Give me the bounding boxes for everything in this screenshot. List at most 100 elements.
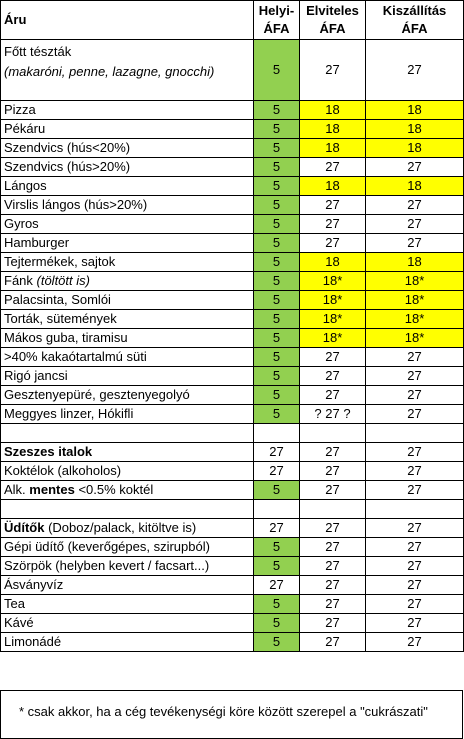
item-label: Szendvics (hús>20%) — [0, 157, 254, 177]
helyi-value: 5 — [253, 195, 300, 215]
kiszallitas-value: 27 — [365, 556, 464, 576]
item-label: Kávé — [0, 613, 254, 633]
helyi-value: 5 — [253, 385, 300, 405]
kiszallitas-value: 27 — [365, 613, 464, 633]
table-row: Fánk (töltött is) 5 18* 18* — [0, 271, 464, 291]
elvitel-value: 18 — [299, 252, 366, 272]
elvitel-value: 27 — [299, 613, 366, 633]
item-label: Fánk (töltött is) — [0, 271, 254, 291]
table-row: Virslis lángos (hús>20%) 5 27 27 — [0, 195, 464, 215]
item-label: Mákos guba, tiramisu — [0, 328, 254, 348]
header-elviteles: Elviteles ÁFA — [299, 0, 366, 40]
kiszallitas-value: 27 — [365, 233, 464, 253]
elvitel-value: ? 27 ? — [299, 404, 366, 424]
helyi-value: 5 — [253, 252, 300, 272]
elvitel-value: 27 — [299, 556, 366, 576]
elvitel-value: 27 — [299, 214, 366, 234]
item-label: >40% kakaótartalmú süti — [0, 347, 254, 367]
table-row: Kávé 5 27 27 — [0, 613, 464, 633]
empty-cell — [299, 499, 366, 519]
kiszallitas-value: 18* — [365, 290, 464, 310]
table-row: Alk. mentes <0.5% koktél 5 27 27 — [0, 480, 464, 500]
header-aru: Áru — [0, 0, 254, 40]
elvitel-value: 18* — [299, 271, 366, 291]
helyi-value: 5 — [253, 176, 300, 196]
elvitel-value: 27 — [299, 195, 366, 215]
elvitel-value: 18 — [299, 176, 366, 196]
elvitel-value: 27 — [299, 385, 366, 405]
empty-cell — [253, 423, 300, 443]
item-label: Alk. mentes <0.5% koktél — [0, 480, 254, 500]
elvitel-value: 18 — [299, 138, 366, 158]
empty-cell — [365, 423, 464, 443]
item-label: Tejtermékek, sajtok — [0, 252, 254, 272]
helyi-value: 5 — [253, 290, 300, 310]
elvitel-value: 18* — [299, 290, 366, 310]
item-label: Gesztenyepüré, gesztenyegolyó — [0, 385, 254, 405]
elvitel-value: 27 — [299, 347, 366, 367]
item-label: Ásványvíz — [0, 575, 254, 595]
kiszallitas-value: 18 — [365, 119, 464, 139]
helyi-value: 27 — [253, 461, 300, 481]
table-row: Tejtermékek, sajtok 5 18 18 — [0, 252, 464, 272]
elvitel-value: 18* — [299, 328, 366, 348]
item-label: Meggyes linzer, Hókifli — [0, 404, 254, 424]
kiszallitas-value: 27 — [365, 442, 464, 462]
table-row: Pizza 5 18 18 — [0, 100, 464, 120]
helyi-value: 5 — [253, 404, 300, 424]
kiszallitas-value: 27 — [365, 594, 464, 614]
blank-row — [0, 499, 464, 519]
elvitel-value: 27 — [299, 233, 366, 253]
kiszallitas-value: 27 — [365, 39, 464, 101]
table-row: Palacsinta, Somlói 5 18* 18* — [0, 290, 464, 310]
elvitel-value: 27 — [299, 461, 366, 481]
kiszallitas-value: 18 — [365, 138, 464, 158]
elvitel-value: 27 — [299, 594, 366, 614]
kiszallitas-value: 27 — [365, 347, 464, 367]
table-row: Szendvics (hús>20%) 5 27 27 — [0, 157, 464, 177]
section-header-drinks: Üdítők (Doboz/palack, kitöltve is) 27 27 27 — [0, 518, 464, 538]
elvitel-value: 27 — [299, 39, 366, 101]
table-row: Limonádé 5 27 27 — [0, 632, 464, 652]
table-row: >40% kakaótartalmú süti 5 27 27 — [0, 347, 464, 367]
helyi-value: 5 — [253, 233, 300, 253]
elvitel-value: 27 — [299, 632, 366, 652]
helyi-value: 5 — [253, 594, 300, 614]
item-label: Koktélok (alkoholos) — [0, 461, 254, 481]
elvitel-value: 18 — [299, 100, 366, 120]
helyi-value: 5 — [253, 271, 300, 291]
helyi-value: 5 — [253, 556, 300, 576]
helyi-value: 5 — [253, 214, 300, 234]
item-label: Főtt tészták (makaróni, penne, lazagne, g… — [0, 39, 254, 101]
item-label: Rigó jancsi — [0, 366, 254, 386]
elvitel-value: 27 — [299, 537, 366, 557]
elvitel-value: 27 — [299, 575, 366, 595]
kiszallitas-value: 18* — [365, 271, 464, 291]
empty-cell — [0, 423, 254, 443]
kiszallitas-value: 27 — [365, 404, 464, 424]
footnote: * csak akkor, ha a cég tevékenységi köre… — [19, 704, 428, 719]
kiszallitas-value: 27 — [365, 480, 464, 500]
table-row: Szörpök (helyben kevert / facsart...) 5 27… — [0, 556, 464, 576]
section-title: Üdítők (Doboz/palack, kitöltve is) — [0, 518, 254, 538]
table-row: Szendvics (hús<20%) 5 18 18 — [0, 138, 464, 158]
empty-cell — [365, 499, 464, 519]
kiszallitas-value: 18* — [365, 309, 464, 329]
empty-cell — [0, 499, 254, 519]
kiszallitas-value: 18 — [365, 176, 464, 196]
kiszallitas-value: 27 — [365, 157, 464, 177]
table-row: Koktélok (alkoholos) 27 27 27 — [0, 461, 464, 481]
helyi-value: 27 — [253, 442, 300, 462]
helyi-value: 5 — [253, 366, 300, 386]
item-label: Gépi üdítő (keverőgépes, szirupból) — [0, 537, 254, 557]
kiszallitas-value: 27 — [365, 214, 464, 234]
elvitel-value: 18* — [299, 309, 366, 329]
item-label: Virslis lángos (hús>20%) — [0, 195, 254, 215]
elvitel-value: 18 — [299, 119, 366, 139]
footnote-box: * csak akkor, ha a cég tevékenységi köre… — [0, 690, 463, 739]
helyi-value: 5 — [253, 39, 300, 101]
item-label: Gyros — [0, 214, 254, 234]
item-label: Lángos — [0, 176, 254, 196]
kiszallitas-value: 27 — [365, 366, 464, 386]
vat-table: Áru Helyi- ÁFA Elviteles ÁFA Kiszállítás ÁF… — [0, 0, 464, 652]
